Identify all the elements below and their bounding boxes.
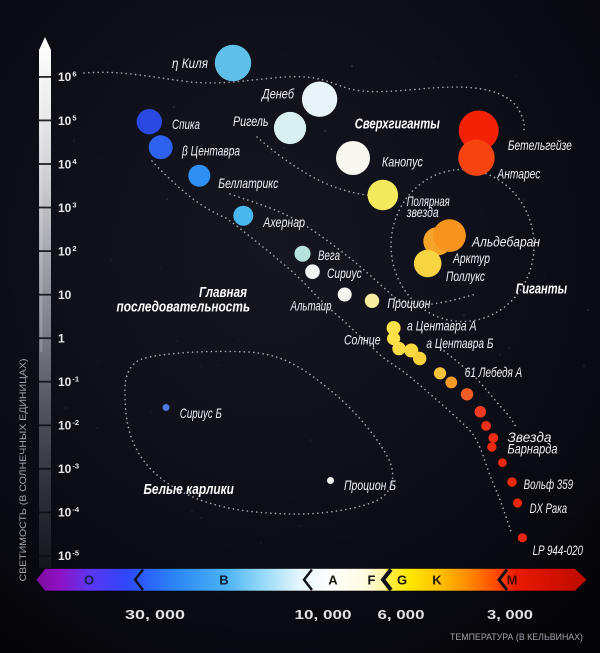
svg-text:Беллатрикс: Беллатрикс (218, 175, 278, 191)
svg-text:Ригель: Ригель (233, 113, 269, 129)
svg-text:Солнце: Солнце (344, 332, 381, 348)
svg-text:Процион Б: Процион Б (344, 477, 396, 493)
svg-text:СВЕТИМОСТЬ (В СОЛНЕЧНЫХ ЕДИНИЦ: СВЕТИМОСТЬ (В СОЛНЕЧНЫХ ЕДИНИЦАХ) (18, 359, 29, 582)
svg-text:Главная: Главная (199, 285, 247, 301)
svg-text:Вега: Вега (318, 247, 340, 263)
svg-text:M: M (507, 573, 518, 588)
svg-text:B: B (219, 573, 228, 588)
svg-text:Полярная: Полярная (407, 193, 450, 209)
svg-text:Сириус Б: Сириус Б (180, 405, 222, 421)
svg-text:Арктур: Арктур (452, 250, 490, 266)
svg-text:Бетельгейзе: Бетельгейзе (508, 137, 572, 153)
svg-text:Сириус: Сириус (327, 265, 362, 281)
svg-text:Альтаир: Альтаир (290, 298, 332, 314)
svg-text:Альдебаран: Альдебаран (471, 234, 540, 250)
svg-text:Спика: Спика (172, 116, 200, 132)
svg-text:Гиганты: Гиганты (516, 282, 568, 298)
svg-text:61 Лебедя А: 61 Лебедя А (465, 364, 522, 380)
svg-text:последовательность: последовательность (117, 300, 251, 316)
svg-text:DX Рака: DX Рака (530, 500, 568, 516)
svg-text:Звезда: Звезда (508, 429, 552, 445)
svg-text:10: 10 (58, 288, 72, 302)
svg-text:6, 000: 6, 000 (378, 607, 425, 622)
svg-text:звезда: звезда (406, 204, 439, 220)
svg-text:1: 1 (58, 332, 65, 346)
svg-text:Канопус: Канопус (382, 154, 423, 170)
svg-text:O: O (84, 573, 94, 588)
svg-text:Сверхгиганты: Сверхгиганты (355, 116, 440, 132)
svg-text:β Центавра: β Центавра (181, 143, 240, 159)
svg-text:η Киля: η Киля (172, 55, 208, 71)
svg-text:G: G (397, 573, 407, 588)
svg-text:Поллукс: Поллукс (446, 268, 485, 284)
svg-text:A: A (328, 573, 338, 588)
svg-text:Барнарда: Барнарда (508, 441, 558, 457)
svg-text:Процион: Процион (387, 295, 430, 311)
svg-text:F: F (368, 573, 376, 588)
svg-text:K: K (432, 573, 442, 588)
svg-text:LP 944-020: LP 944-020 (533, 542, 584, 558)
svg-text:30, 000: 30, 000 (125, 607, 185, 622)
svg-text:Денеб: Денеб (260, 86, 294, 102)
svg-text:3, 000: 3, 000 (487, 607, 533, 622)
svg-text:ТЕМПЕРАТУРА (В КЕЛЬВИНАХ): ТЕМПЕРАТУРА (В КЕЛЬВИНАХ) (450, 632, 583, 643)
svg-text:10, 000: 10, 000 (295, 607, 352, 622)
svg-text:Вольф 359: Вольф 359 (524, 476, 574, 492)
svg-text:Антарес: Антарес (497, 166, 541, 182)
svg-text:а Центавра А: а Центавра А (407, 318, 477, 334)
svg-text:а Центавра Б: а Центавра Б (426, 335, 493, 351)
svg-text:Ахернар: Ахернар (263, 214, 306, 230)
svg-text:Белые карлики: Белые карлики (144, 482, 235, 498)
